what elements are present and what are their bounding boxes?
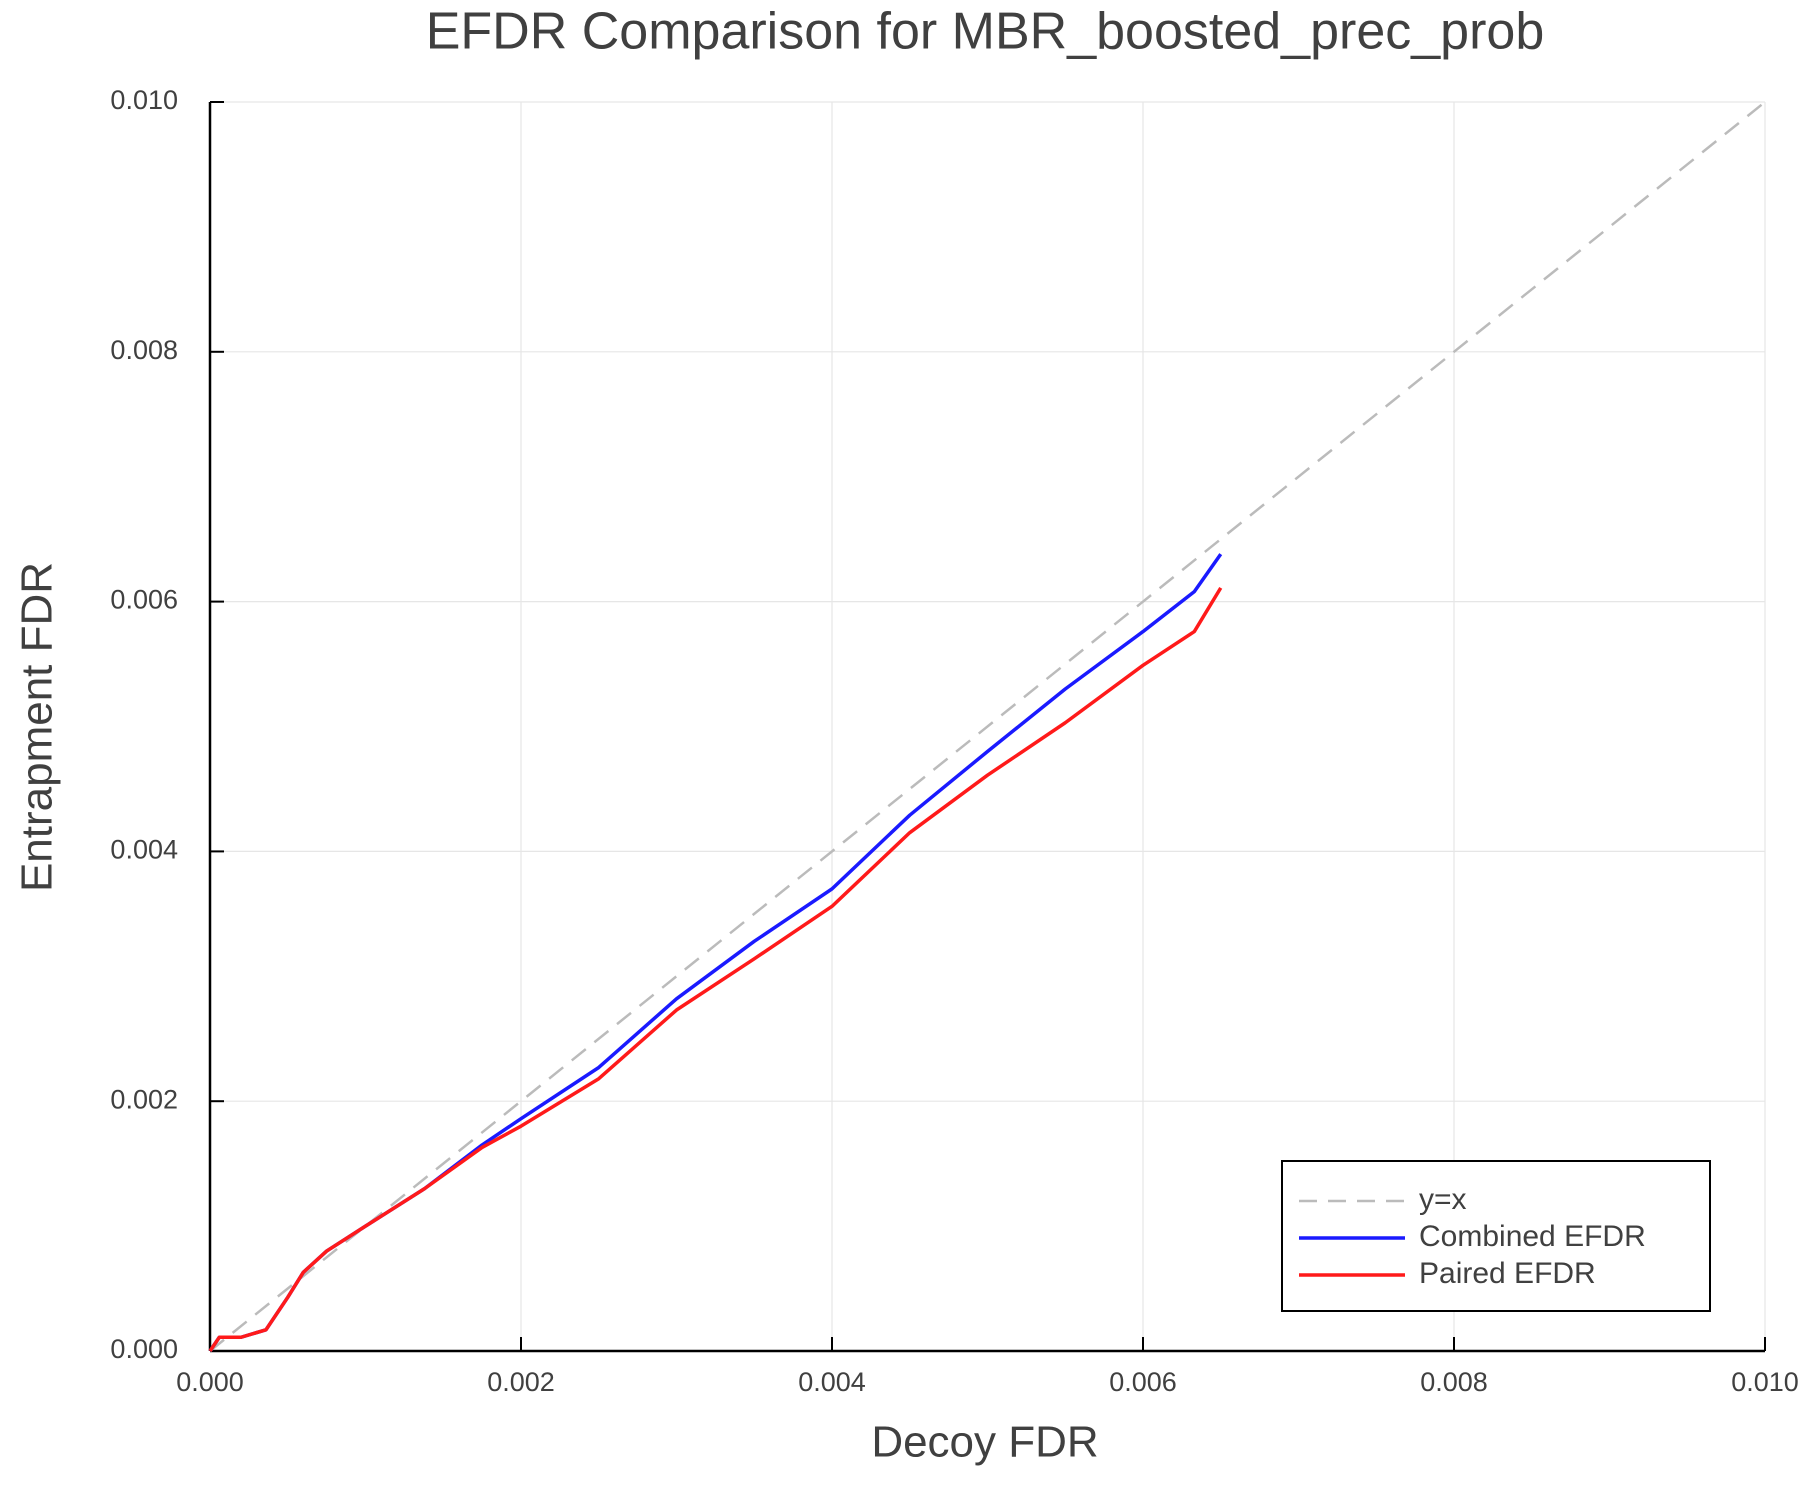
legend-box [1281, 1160, 1711, 1312]
y-tick-label: 0.010 [110, 85, 178, 115]
x-axis-label: Decoy FDR [871, 1418, 1098, 1467]
series-line [208, 586, 1223, 1352]
x-tick-label: 0.008 [1420, 1367, 1488, 1397]
x-tick-label: 0.010 [1731, 1367, 1799, 1397]
x-tick-label: 0.002 [487, 1367, 555, 1397]
x-tick-label: 0.000 [176, 1367, 244, 1397]
legend-label: Combined EFDR [1419, 1220, 1646, 1253]
y-tick-label: 0.008 [110, 335, 178, 365]
y-axis-label: Entrapment FDR [13, 562, 62, 892]
y-tick-label: 0.002 [110, 1084, 178, 1114]
series-line [209, 101, 1766, 1352]
x-tick-label: 0.006 [1109, 1367, 1177, 1397]
y-tick-label: 0.006 [110, 585, 178, 615]
y-tick-label: 0.004 [110, 835, 178, 865]
chart-title: EFDR Comparison for MBR_boosted_prec_pro… [426, 3, 1545, 61]
y-tick-label: 0.000 [110, 1334, 178, 1364]
legend-label: y=x [1419, 1183, 1467, 1216]
series-line [208, 553, 1223, 1352]
x-tick-label: 0.004 [798, 1367, 866, 1397]
legend-label: Paired EFDR [1419, 1257, 1596, 1290]
